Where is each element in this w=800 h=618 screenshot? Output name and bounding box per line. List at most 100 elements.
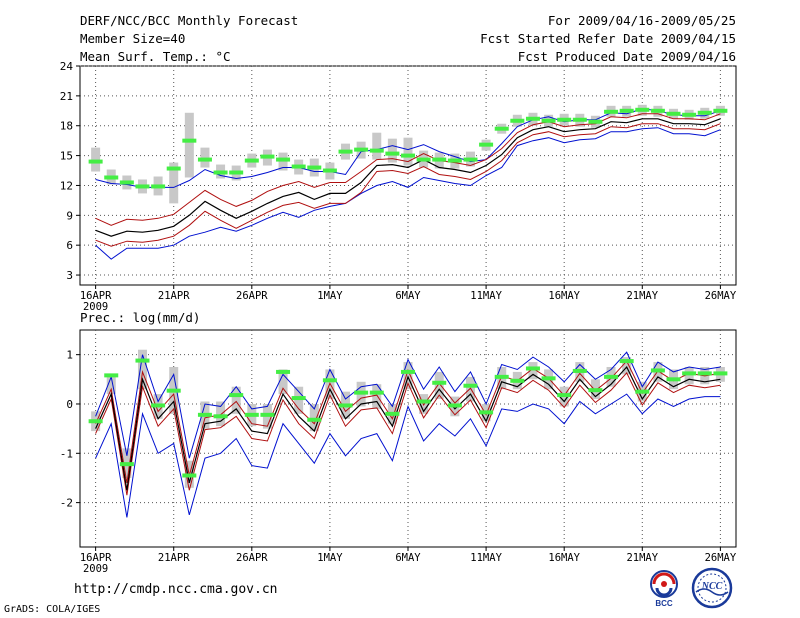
prec-x-tick-label: 1MAY — [317, 552, 343, 564]
temp-observed-marker — [494, 126, 509, 131]
prec-observed-marker — [229, 393, 244, 398]
grads-credit: GrADS: COLA/IGES — [4, 604, 101, 615]
temp-inner-upper-line — [95, 113, 721, 226]
bcc-logo: BCC — [650, 570, 678, 608]
prec-observed-marker — [666, 377, 681, 382]
temp-observed-marker — [697, 110, 712, 115]
prec-observed-marker — [338, 403, 353, 408]
temp-x-tick-label: 26MAY — [705, 290, 737, 302]
temp-x-tick-label: 21MAY — [626, 290, 658, 302]
prec-spread-box — [372, 384, 382, 409]
ncc-logo: NCC — [691, 567, 733, 609]
prec-observed-marker — [494, 374, 509, 379]
prec-observed-marker — [104, 373, 119, 378]
temp-x-tick-label: 6MAY — [395, 290, 421, 302]
temp-ensemble-mean-line — [95, 118, 721, 237]
prec-observed-marker — [572, 368, 587, 373]
temp-observed-marker — [479, 142, 494, 147]
temp-observed-marker — [166, 166, 181, 171]
fcst-started-label: Fcst Started Refer Date 2009/04/15 — [480, 31, 736, 46]
prec-spread-box — [684, 366, 694, 385]
prec-x-tick-label: 21MAY — [626, 552, 658, 564]
forecast-period-label: For 2009/04/16-2009/05/25 — [547, 13, 736, 28]
prec-observed-marker — [525, 366, 540, 371]
prec-spread-box — [231, 386, 241, 414]
temp-observed-marker — [322, 168, 337, 173]
temp-observed-marker — [650, 108, 665, 113]
temp-observed-marker — [604, 109, 619, 114]
temp-observed-marker — [635, 107, 650, 112]
prec-observed-marker — [151, 403, 166, 408]
temp-observed-marker — [135, 184, 150, 189]
prec-observed-marker — [401, 369, 415, 374]
temp-observed-marker — [416, 157, 431, 162]
prec-observed-marker — [166, 388, 181, 393]
temp-observed-marker — [88, 159, 103, 164]
prec-outer-upper-line — [95, 351, 721, 459]
temp-spread-box — [387, 138, 397, 163]
temp-observed-marker — [260, 154, 275, 159]
prec-observed-marker — [697, 371, 712, 376]
prec-observed-marker — [354, 390, 369, 395]
temp-observed-marker — [338, 149, 353, 154]
prec-observed-marker — [604, 374, 619, 379]
temp-observed-marker — [197, 157, 212, 162]
temp-spread-box — [184, 112, 194, 178]
prec-observed-marker — [416, 399, 431, 404]
temp-observed-marker — [401, 153, 415, 158]
temp-observed-marker — [572, 117, 587, 122]
prec-observed-marker — [197, 412, 212, 417]
prec-observed-marker — [447, 403, 462, 408]
temperature-variable-label: Mean Surf. Temp.: °C — [80, 49, 231, 64]
temp-y-tick-label: 6 — [66, 239, 73, 252]
prec-observed-marker — [463, 383, 478, 388]
prec-observed-marker — [713, 371, 728, 376]
temp-observed-marker — [151, 184, 166, 189]
temp-x-tick-label: 21APR — [158, 290, 190, 302]
temp-spread-box — [169, 162, 179, 204]
temp-y-tick-label: 15 — [60, 150, 73, 163]
temperature-panel: 3 6 9 12 15 18 21 24 16APR 21APR 26APR 1MAY 6MAY 11MA… — [60, 60, 737, 313]
temp-observed-marker — [119, 180, 134, 185]
prec-spread-box — [294, 386, 304, 414]
bcc-logo-text: BCC — [655, 599, 673, 608]
temp-y-tick-label: 24 — [60, 60, 74, 73]
temp-observed-marker — [510, 118, 525, 123]
temp-observed-marker — [244, 158, 259, 163]
prec-observed-marker — [291, 396, 306, 401]
temp-observed-marker — [713, 108, 728, 113]
temp-observed-marker — [588, 119, 603, 124]
prec-observed-marker — [307, 417, 322, 422]
temp-x-tick-label: 16MAY — [548, 290, 580, 302]
prec-x-tick-label: 11MAY — [470, 552, 502, 564]
temp-x-year-label: 2009 — [83, 301, 108, 313]
prec-observed-marker — [682, 371, 697, 376]
prec-spread-box — [309, 403, 319, 432]
temp-observed-marker — [432, 157, 447, 162]
temp-y-tick-label: 21 — [60, 90, 73, 103]
temp-observed-marker — [369, 148, 384, 153]
prec-spread-box — [465, 376, 475, 402]
prec-observed-marker — [369, 390, 384, 395]
prec-observed-marker — [385, 411, 400, 416]
temp-observed-marker — [447, 158, 462, 163]
temp-observed-marker — [541, 118, 556, 123]
prec-spread-box — [216, 401, 226, 427]
temp-observed-marker — [525, 116, 540, 121]
prec-observed-marker — [479, 410, 494, 415]
prec-observed-marker — [322, 378, 337, 383]
prec-observed-marker — [119, 462, 134, 467]
precipitation-panel: -2 -1 0 1 16APR 21APR 26APR 1MAY 6MAY 11MAY 16MAY 2… — [60, 310, 737, 575]
temp-observed-marker — [666, 111, 681, 116]
temp-inner-lower-line — [95, 123, 721, 247]
prec-x-tick-label: 16APR — [80, 552, 112, 564]
temp-x-tick-label: 16APR — [80, 290, 112, 302]
prec-observed-marker — [182, 473, 197, 478]
temp-x-tick-label: 26APR — [236, 290, 268, 302]
prec-spread-box — [106, 374, 116, 395]
prec-observed-marker — [135, 358, 150, 363]
prec-y-tick-label: -2 — [60, 497, 73, 510]
temp-x-tick-label: 11MAY — [470, 290, 502, 302]
temp-observed-marker — [619, 108, 634, 113]
prec-y-tick-label: 1 — [66, 349, 73, 362]
